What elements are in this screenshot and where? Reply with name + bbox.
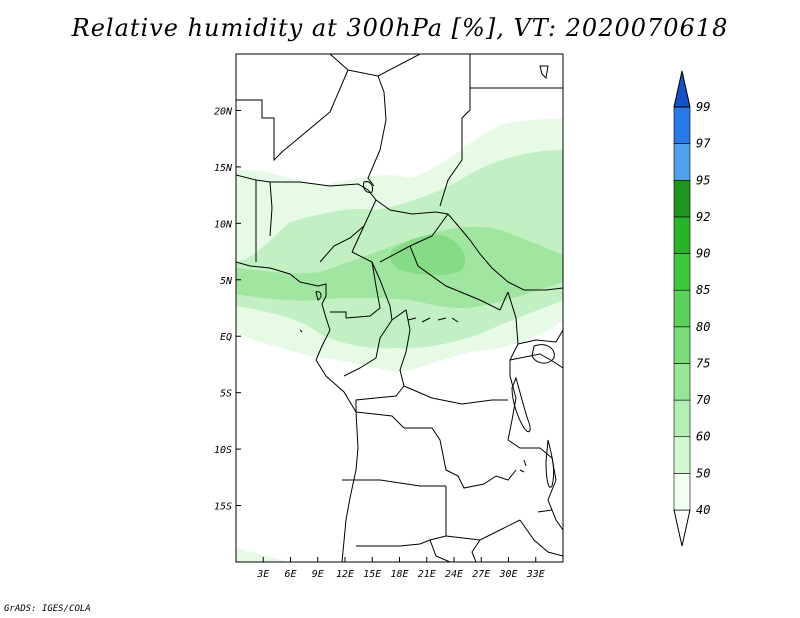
colorbar-level-label: 97 [696, 137, 711, 151]
lon-tick-label: 12E [336, 569, 354, 580]
lat-tick-label: 5S [220, 389, 232, 400]
lat-tick-label: 5N [220, 276, 233, 287]
colorbar-swatch [673, 399, 691, 438]
colorbar-swatch [673, 473, 691, 511]
colorbar-low-arrow [673, 509, 691, 547]
credit-label: GrADS: IGES/COLA [4, 604, 91, 614]
colorbar-level-label: 85 [696, 283, 710, 297]
colorbar-swatch [673, 143, 691, 181]
lat-tick-label: 10N [214, 219, 233, 230]
colorbar-swatch [673, 436, 691, 474]
lon-tick-label: 15E [363, 569, 381, 580]
lon-tick-label: 33E [526, 569, 545, 580]
colorbar-swatch [673, 326, 691, 364]
colorbar-swatch [673, 253, 691, 291]
longitude-ticks: 3E 6E 9E 12E 15E 18E 21E 24E 27E 30E 33E [256, 557, 545, 580]
colorbar-swatch [673, 363, 691, 401]
colorbar-level-label: 92 [696, 210, 710, 224]
colorbar-swatch [673, 106, 691, 144]
colorbar-swatch [673, 216, 691, 254]
colorbar-level-label: 50 [696, 466, 710, 480]
colorbar: 40 50 60 70 75 80 85 90 92 95 97 99 [673, 70, 711, 547]
country-borders [236, 54, 563, 562]
chart-title: Relative humidity at 300hPa [%], VT: 202… [71, 14, 729, 42]
lon-tick-label: 24E [445, 569, 463, 580]
lat-tick-label: EQ [220, 332, 232, 343]
colorbar-level-label: 90 [696, 247, 710, 261]
lat-tick-label: 15N [214, 163, 233, 174]
colorbar-swatch [673, 179, 691, 218]
lat-tick-label: 10S [214, 445, 232, 456]
lon-tick-label: 6E [284, 569, 296, 580]
colorbar-level-label: 60 [696, 430, 710, 444]
lon-tick-label: 9E [312, 569, 324, 580]
colorbar-level-label: 99 [696, 100, 710, 114]
lat-tick-label: 20N [214, 106, 233, 117]
latitude-ticks: 20N 15N 10N 5N EQ 5S 10S 15S [214, 106, 241, 513]
colorbar-level-label: 75 [696, 356, 710, 370]
lon-tick-label: 30E [498, 569, 517, 580]
colorbar-level-label: 40 [696, 503, 710, 517]
lat-tick-label: 15S [214, 502, 232, 513]
rh-band-peak [390, 234, 466, 276]
lon-tick-label: 27E [472, 569, 490, 580]
rh-band-south [236, 548, 284, 562]
lon-tick-label: 3E [256, 569, 269, 580]
humidity-shading [236, 118, 563, 562]
lon-tick-label: 18E [390, 569, 408, 580]
colorbar-level-label: 95 [696, 173, 710, 187]
lon-tick-label: 21E [418, 569, 436, 580]
colorbar-level-label: 70 [696, 393, 710, 407]
colorbar-level-label: 80 [696, 320, 710, 334]
colorbar-high-arrow [673, 70, 691, 108]
colorbar-swatch [673, 289, 691, 328]
